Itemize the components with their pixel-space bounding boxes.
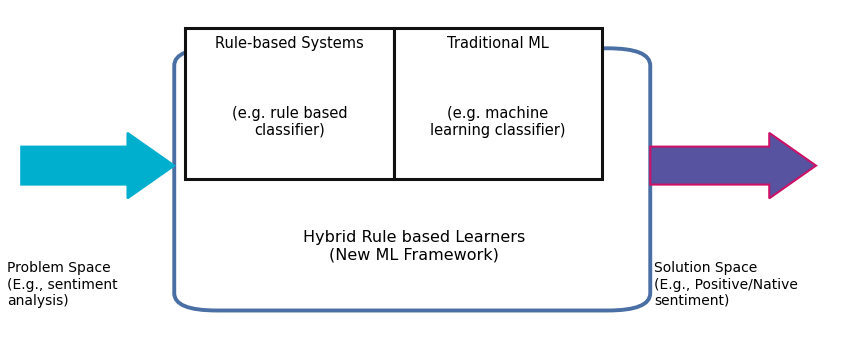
Text: (e.g. rule based
classifier): (e.g. rule based classifier)	[231, 106, 348, 138]
FancyBboxPatch shape	[394, 28, 602, 179]
Polygon shape	[650, 133, 816, 198]
Polygon shape	[21, 133, 174, 198]
Text: Problem Space
(E.g., sentiment
analysis): Problem Space (E.g., sentiment analysis)	[7, 262, 117, 308]
Text: (e.g. machine
learning classifier): (e.g. machine learning classifier)	[430, 106, 565, 138]
Text: Hybrid Rule based Learners
(New ML Framework): Hybrid Rule based Learners (New ML Frame…	[303, 230, 525, 263]
Text: Rule-based Systems: Rule-based Systems	[215, 36, 364, 51]
FancyBboxPatch shape	[174, 48, 650, 310]
FancyBboxPatch shape	[185, 28, 394, 179]
Text: Solution Space
(E.g., Positive/Native
sentiment): Solution Space (E.g., Positive/Native se…	[654, 262, 798, 308]
Text: Traditional ML: Traditional ML	[447, 36, 548, 51]
